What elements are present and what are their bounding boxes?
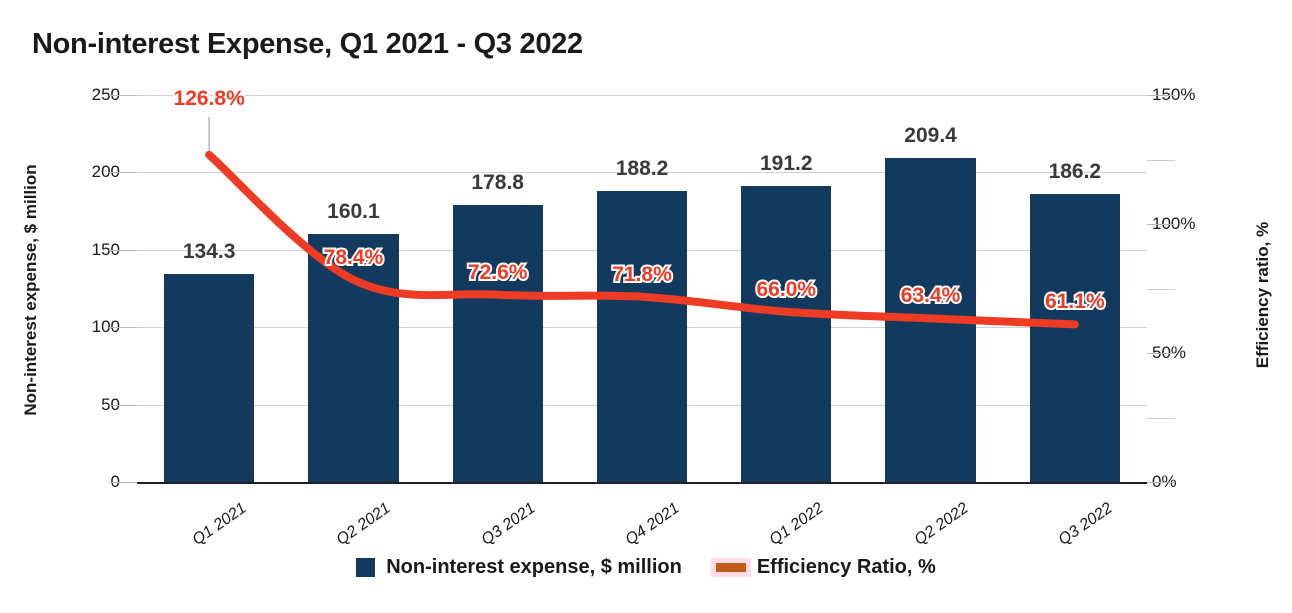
bar-swatch-icon bbox=[356, 558, 376, 577]
tick-mark-left bbox=[109, 482, 137, 483]
y-axis-left-tick-label: 0 bbox=[58, 472, 120, 492]
legend-item-line[interactable]: Efficiency Ratio, % bbox=[715, 556, 936, 579]
x-axis-tick-label: Q4 2021 bbox=[622, 499, 683, 549]
bar[interactable] bbox=[596, 190, 688, 482]
bar[interactable] bbox=[885, 157, 976, 482]
tick-mark-right bbox=[1147, 95, 1175, 96]
gridline bbox=[137, 482, 1147, 484]
y-axis-right-tick-label: 100% bbox=[1152, 214, 1196, 233]
y-axis-right-title: Efficiency ratio, % bbox=[1253, 221, 1272, 369]
bar-value-label: 178.8 bbox=[471, 171, 524, 195]
tick-mark-right bbox=[1147, 482, 1175, 483]
tick-mark-left bbox=[109, 249, 137, 251]
y-axis-left-tick-label: 150 bbox=[91, 239, 120, 259]
efficiency-ratio-label: 78.4% bbox=[322, 244, 386, 271]
x-axis-tick-label: Q3 2022 bbox=[1055, 499, 1116, 549]
bar-value-label: 188.2 bbox=[615, 156, 669, 180]
x-axis-labels: Q1 2021 Q2 2021 Q3 2021 Q4 2021 Q1 2022 Q2 20… bbox=[137, 482, 1147, 562]
x-axis-tick-label: Q1 2021 bbox=[189, 499, 250, 549]
legend-item-bar[interactable]: Non-interest expense, $ million bbox=[356, 556, 682, 579]
tick-mark-right bbox=[1147, 288, 1175, 290]
efficiency-ratio-label: 72.6% bbox=[466, 259, 530, 286]
y-axis-left-tick-label: 200 bbox=[91, 162, 120, 182]
efficiency-ratio-label: 66.0% bbox=[755, 276, 819, 303]
bar[interactable] bbox=[1029, 193, 1120, 482]
efficiency-ratio-label: 126.8% bbox=[172, 85, 247, 112]
tick-mark-left bbox=[109, 172, 137, 174]
tick-mark-right bbox=[1147, 159, 1175, 161]
chart-title: Non-interest Expense, Q1 2021 - Q3 2022 bbox=[32, 28, 583, 60]
efficiency-ratio-label: 71.8% bbox=[610, 261, 674, 288]
bar-value-label: 209.4 bbox=[904, 123, 957, 147]
chart-legend: Non-interest expense, $ million Efficien… bbox=[0, 556, 1292, 579]
bar-value-label: 191.2 bbox=[760, 152, 813, 176]
plot-area: 134.3 160.1 178.8 188.2 191.2 209.4 186.2 126.8… bbox=[109, 85, 1175, 484]
efficiency-ratio-label: 61.1% bbox=[1043, 288, 1107, 315]
bar-value-label: 186.2 bbox=[1048, 159, 1102, 183]
y-axis-right-tick-label: 50% bbox=[1152, 343, 1187, 362]
y-axis-left-title: Non-interest expense, $ million bbox=[21, 164, 40, 416]
efficiency-ratio-label: 63.4% bbox=[899, 282, 963, 309]
x-axis-tick-label: Q2 2021 bbox=[333, 499, 395, 549]
tick-mark-left bbox=[109, 327, 137, 329]
tick-mark-left bbox=[109, 95, 137, 96]
x-axis-tick-label: Q2 2022 bbox=[911, 499, 972, 549]
bar[interactable] bbox=[452, 205, 543, 482]
bar-value-label: 160.1 bbox=[327, 200, 380, 224]
gridline bbox=[137, 95, 1147, 96]
x-axis-tick-label: Q3 2021 bbox=[478, 499, 539, 549]
y-axis-left-tick-label: 100 bbox=[91, 317, 120, 337]
y-axis-left-tick-label: 250 bbox=[91, 85, 120, 104]
tick-mark-left bbox=[109, 404, 137, 406]
y-axis-right-tick-label: 150% bbox=[1152, 85, 1196, 104]
tick-mark-right bbox=[1147, 417, 1175, 419]
y-axis-right-tick-label: 0% bbox=[1152, 472, 1177, 491]
bar[interactable] bbox=[308, 234, 399, 482]
bar-value-label: 134.3 bbox=[182, 240, 236, 264]
y-axis-right-ticks: 150% 100% 50% 0% bbox=[1152, 0, 1232, 613]
legend-label-bar: Non-interest expense, $ million bbox=[386, 556, 682, 578]
bar[interactable] bbox=[164, 274, 255, 482]
y-axis-left-tick-label: 50 bbox=[101, 394, 120, 414]
legend-label-line: Efficiency Ratio, % bbox=[756, 556, 936, 578]
line-swatch-icon bbox=[715, 563, 746, 572]
x-axis-tick-label: Q1 2022 bbox=[766, 499, 827, 549]
tick-mark-right bbox=[1147, 353, 1175, 354]
tick-mark-right bbox=[1147, 224, 1175, 225]
y-axis-left-ticks: 250 200 150 100 50 0 bbox=[50, 0, 120, 613]
bar[interactable] bbox=[741, 186, 832, 482]
